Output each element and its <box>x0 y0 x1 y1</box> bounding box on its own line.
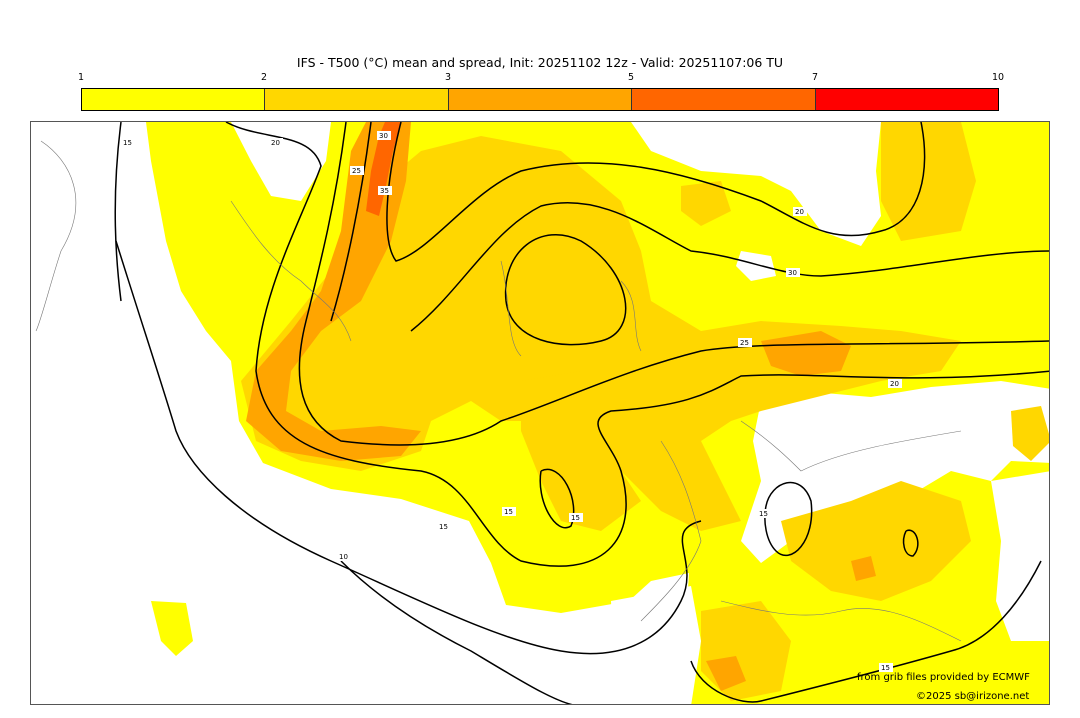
contour-label: 25 <box>738 338 752 347</box>
contour-label: 15 <box>569 513 583 522</box>
svg-text:15: 15 <box>123 139 132 147</box>
colorbar-tick: 10 <box>991 72 1005 83</box>
contour-label: 25 <box>350 166 364 175</box>
map-canvas: 20 25 30 35 30 20 25 20 15 15 15 10 15 1… <box>31 122 1049 704</box>
svg-text:25: 25 <box>740 339 749 347</box>
data-source-credit: from grib files provided by ECMWF <box>857 672 1030 683</box>
colorbar-tick: 2 <box>260 72 268 83</box>
svg-text:15: 15 <box>571 514 580 522</box>
contour-label: 35 <box>378 186 392 195</box>
colorbar-segment <box>82 89 266 110</box>
svg-text:25: 25 <box>352 167 361 175</box>
colorbar-tick: 3 <box>444 72 452 83</box>
coastlines <box>35 140 962 642</box>
contour-label: 30 <box>786 268 800 277</box>
svg-text:15: 15 <box>881 664 890 672</box>
svg-text:35: 35 <box>380 187 389 195</box>
colorbar-tick: 1 <box>77 72 85 83</box>
svg-text:30: 30 <box>379 132 388 140</box>
contour-label: 15 <box>121 138 135 147</box>
colorbar <box>81 88 999 111</box>
svg-text:30: 30 <box>788 269 797 277</box>
contour-label: 15 <box>437 522 451 531</box>
contour-label: 15 <box>502 507 516 516</box>
temperature-contours <box>114 122 1049 704</box>
svg-text:20: 20 <box>890 380 899 388</box>
svg-text:10: 10 <box>339 553 348 561</box>
contour-label: 20 <box>888 379 902 388</box>
contour-label: 20 <box>793 207 807 216</box>
copyright-credit: ©2025 sb@irizone.net <box>916 691 1030 702</box>
map-title: IFS - T500 (°C) mean and spread, Init: 2… <box>296 55 784 70</box>
svg-text:20: 20 <box>271 139 280 147</box>
contour-label: 10 <box>337 552 351 561</box>
spread-dark-orange-area <box>366 122 401 216</box>
contour-label: 20 <box>269 138 283 147</box>
contour-label: 15 <box>757 509 771 518</box>
spread-map: 20 25 30 35 30 20 25 20 15 15 15 10 15 1… <box>30 121 1050 705</box>
svg-text:15: 15 <box>439 523 448 531</box>
colorbar-segment <box>632 89 816 110</box>
contour-labels: 20 25 30 35 30 20 25 20 15 15 15 10 15 1… <box>121 131 902 672</box>
contour-label: 15 <box>879 663 893 672</box>
colorbar-segment <box>815 89 999 110</box>
colorbar-segment <box>265 89 449 110</box>
contour-label: 30 <box>377 131 391 140</box>
colorbar-tick: 7 <box>811 72 819 83</box>
colorbar-tick: 5 <box>627 72 635 83</box>
svg-text:15: 15 <box>504 508 513 516</box>
colorbar-segment <box>448 89 633 110</box>
svg-text:15: 15 <box>759 510 768 518</box>
svg-text:20: 20 <box>795 208 804 216</box>
